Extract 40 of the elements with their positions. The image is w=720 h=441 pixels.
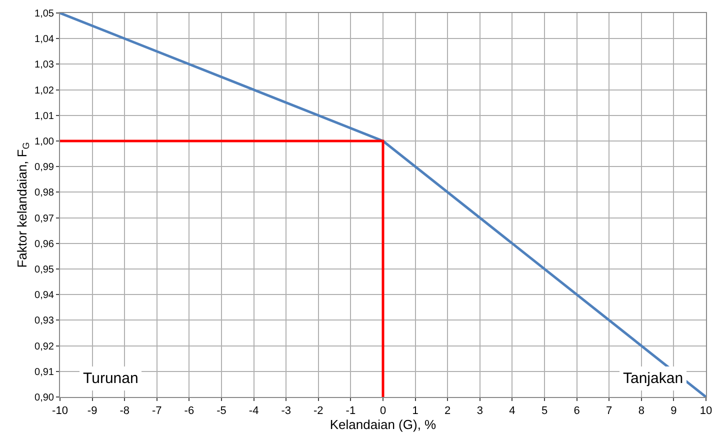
annotation: Tanjakan — [623, 370, 684, 387]
x-tick-label: 5 — [541, 405, 548, 418]
x-tick-label: 1 — [412, 405, 418, 418]
y-tick-label: 0,94 — [34, 290, 54, 302]
x-tick-label: 8 — [638, 405, 644, 418]
y-tick-label: 0,97 — [34, 213, 54, 224]
x-tick-label: -7 — [152, 405, 162, 418]
y-tick-label: 0,91 — [34, 366, 54, 378]
y-tick-label: 1,05 — [34, 8, 54, 20]
x-tick-label: -10 — [52, 405, 68, 418]
x-tick-label: -1 — [346, 405, 356, 418]
x-tick-label: -5 — [216, 405, 226, 418]
y-tick-label: 1,02 — [34, 85, 54, 96]
y-tick-label: 0,93 — [34, 316, 54, 327]
x-tick-label: -3 — [281, 405, 291, 418]
y-tick-label: 0,95 — [34, 264, 54, 276]
y-tick-label: 1,04 — [34, 34, 54, 46]
x-tick-label: -2 — [314, 405, 324, 418]
x-tick-label: -9 — [87, 405, 98, 418]
x-tick-label: -4 — [248, 405, 259, 418]
y-tick-label: 0,98 — [34, 188, 54, 199]
x-tick-label: 2 — [444, 405, 451, 418]
x-tick-label: 3 — [476, 405, 483, 418]
y-tick-label: 0,90 — [34, 392, 54, 404]
x-tick-label: 6 — [574, 405, 580, 418]
x-axis-title: Kelandaian (G), % — [330, 417, 437, 432]
y-tick-label: 0,99 — [34, 162, 54, 174]
y-tick-label: 1,00 — [34, 136, 54, 148]
y-tick-label: 1,01 — [34, 110, 54, 122]
x-tick-label: 7 — [606, 405, 612, 418]
x-tick-label: -6 — [184, 405, 194, 418]
y-tick-label: 0,96 — [34, 238, 54, 250]
x-tick-label: -8 — [120, 405, 130, 418]
y-tick-label: 0,92 — [34, 341, 54, 352]
annotation: Turunan — [83, 370, 138, 387]
y-tick-label: 1,03 — [34, 60, 54, 71]
x-tick-label: 9 — [670, 405, 677, 418]
x-tick-label: 4 — [509, 405, 516, 418]
x-tick-label: 10 — [700, 405, 712, 418]
x-tick-label: 0 — [380, 405, 386, 418]
